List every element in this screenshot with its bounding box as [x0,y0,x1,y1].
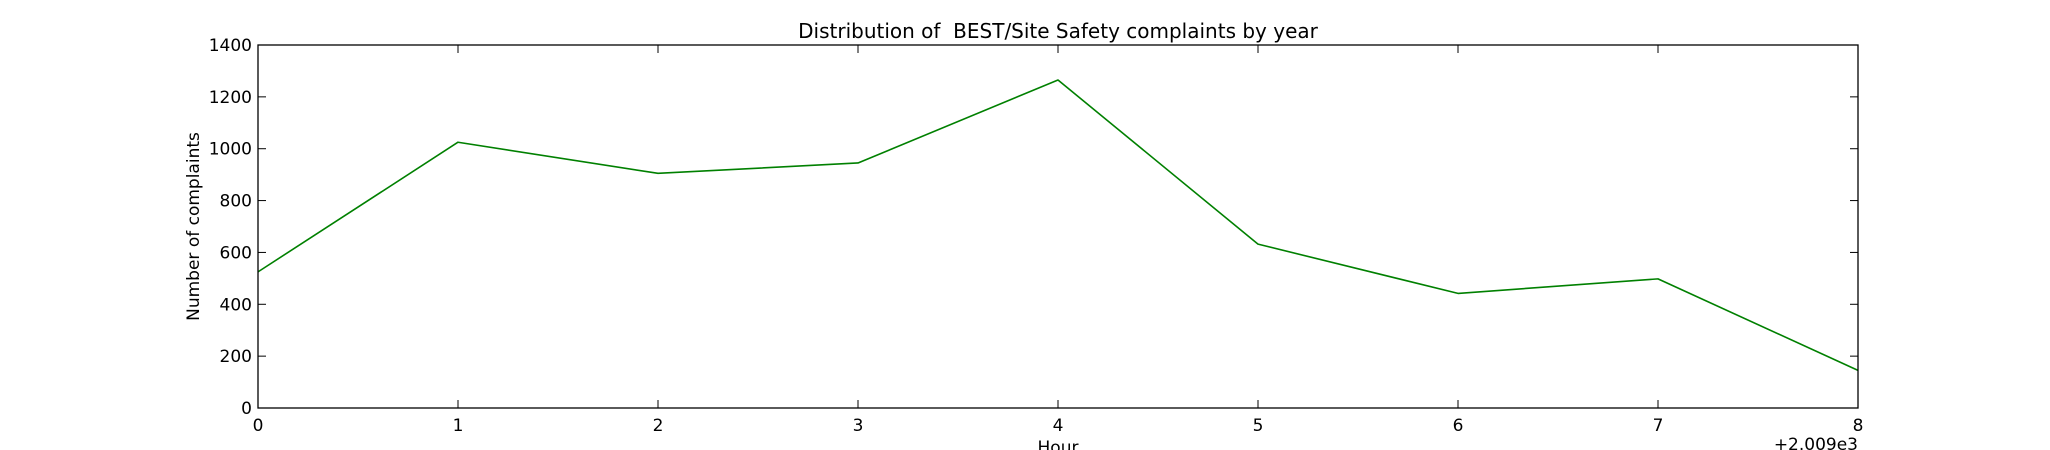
y-tick-label: 400 [220,295,252,315]
chart-title: Distribution of BEST/Site Safety complai… [798,19,1318,43]
y-tick-label: 1200 [209,88,252,108]
x-tick-label: 4 [1053,416,1064,436]
y-tick-label: 800 [220,192,252,212]
y-tick-label: 1000 [209,140,252,160]
x-tick-label: 5 [1253,416,1264,436]
x-tick-label: 7 [1653,416,1664,436]
series-line [257,79,1859,372]
y-tick-label: 0 [241,399,252,419]
x-tick-label: 1 [453,416,464,436]
y-tick-label: 200 [220,347,252,367]
x-axis-title: Hour [1038,438,1079,450]
x-axis-offset-label: +2.009e3 [1774,435,1858,450]
x-axis-ticks: 0 1 2 3 4 5 6 7 8 [253,45,1864,436]
plot-frame [257,44,1859,409]
y-axis-ticks: 0 200 400 600 800 1000 1200 1400 [209,36,1858,419]
x-tick-label: 2 [653,416,664,436]
x-tick-label: 6 [1453,416,1464,436]
x-tick-label: 0 [253,416,264,436]
x-tick-label: 3 [853,416,864,436]
y-tick-label: 1400 [209,36,252,56]
x-tick-label: 8 [1853,416,1864,436]
y-axis-title: Number of complaints [184,132,204,321]
y-tick-label: 600 [220,243,252,263]
